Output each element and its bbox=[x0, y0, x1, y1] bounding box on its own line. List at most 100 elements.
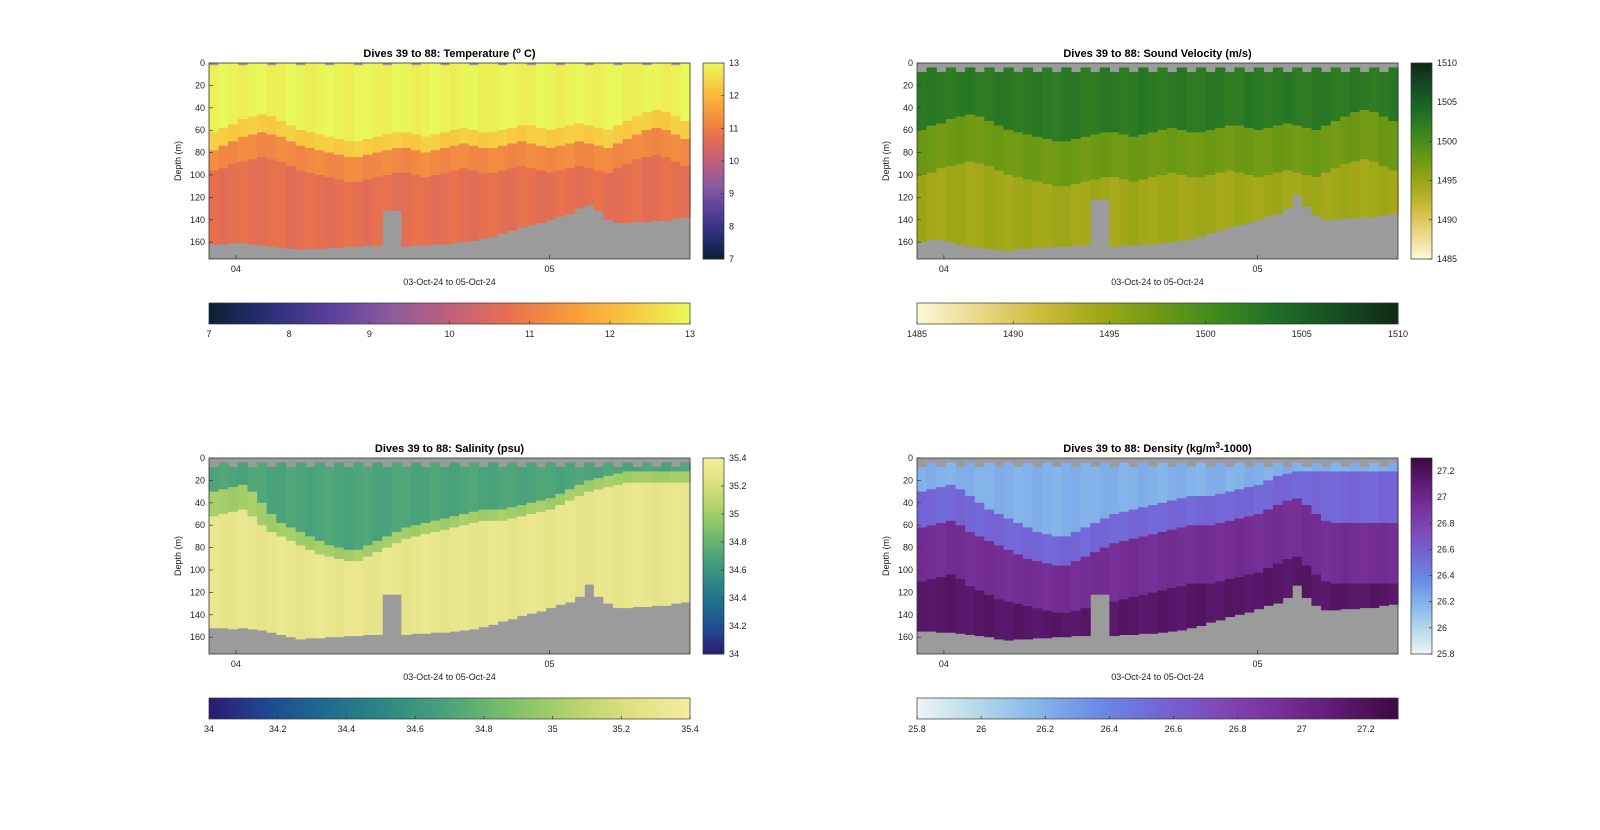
density-hcolorbar-segment bbox=[1101, 698, 1106, 719]
sound_velocity-cell bbox=[974, 163, 985, 248]
density-vcolorbar-segment bbox=[1411, 474, 1432, 479]
temperature-vcolorbar-segment bbox=[703, 200, 724, 204]
sound_velocity-cell bbox=[936, 71, 947, 124]
salinity-hcolorbar-segment bbox=[313, 698, 318, 719]
salinity-cell bbox=[314, 554, 326, 639]
density-cell bbox=[1176, 498, 1187, 528]
sound_velocity-hcolorbar-label: 1500 bbox=[1196, 329, 1216, 339]
temperature-vcolorbar-segment bbox=[703, 174, 724, 178]
temperature-hcolorbar-segment bbox=[389, 303, 394, 324]
salinity-cell bbox=[670, 471, 681, 483]
temperature-cell bbox=[603, 63, 614, 131]
density-hcolorbar-segment bbox=[1369, 698, 1375, 719]
salinity-cell bbox=[555, 505, 566, 605]
temperature-hcolorbar-segment bbox=[493, 303, 499, 324]
salinity-hcolorbar-segment bbox=[461, 698, 467, 719]
temperature-cell bbox=[622, 139, 633, 164]
temperature-cell bbox=[228, 141, 239, 164]
salinity-cell bbox=[468, 462, 479, 512]
density-cell bbox=[1224, 520, 1236, 579]
density-cell bbox=[1167, 466, 1178, 501]
density-cell bbox=[1215, 522, 1226, 582]
sound_velocity-cell bbox=[1003, 130, 1014, 175]
sound_velocity-hcolorbar-segment bbox=[1185, 303, 1191, 324]
salinity-cell bbox=[420, 466, 431, 523]
temperature-cell bbox=[632, 63, 643, 117]
density-vcolorbar-segment bbox=[1411, 503, 1432, 508]
temperature-vcolorbar-segment bbox=[703, 151, 724, 155]
temperature-cell bbox=[439, 172, 451, 245]
salinity-cell bbox=[247, 466, 258, 492]
sound_velocity-cell bbox=[1032, 136, 1043, 182]
salinity-hcolorbar-segment bbox=[653, 698, 659, 719]
temperature-hcolorbar-segment bbox=[641, 303, 647, 324]
density-hcolorbar-segment bbox=[1145, 698, 1150, 719]
salinity-hcolorbar-label: 34.4 bbox=[338, 724, 356, 734]
salinity-hcolorbar-segment bbox=[657, 698, 663, 719]
density-cell bbox=[1378, 471, 1389, 523]
sound_velocity-cell bbox=[1301, 127, 1313, 175]
sound_velocity-hcolorbar-segment bbox=[1057, 303, 1062, 324]
temperature-hcolorbar-segment bbox=[521, 303, 527, 324]
salinity-hcolorbar-segment bbox=[641, 698, 647, 719]
density-cell bbox=[984, 462, 995, 510]
sound_velocity-vcolorbar-segment bbox=[1411, 193, 1432, 198]
temperature-cell bbox=[401, 172, 412, 247]
sound_velocity-hcolorbar-segment bbox=[1313, 303, 1319, 324]
sound_velocity-hcolorbar-segment bbox=[953, 303, 958, 324]
sound_velocity-cell bbox=[965, 67, 976, 115]
sound_velocity-cell bbox=[1186, 132, 1197, 178]
salinity-cell bbox=[468, 522, 479, 630]
density-hcolorbar-segment bbox=[1361, 698, 1367, 719]
salinity-cell bbox=[584, 462, 595, 481]
density-hcolorbar-segment bbox=[1213, 698, 1219, 719]
sound_velocity-cell bbox=[1263, 175, 1274, 217]
sound_velocity-cell bbox=[1369, 67, 1380, 113]
density-vcolorbar-segment bbox=[1411, 595, 1432, 599]
salinity-hcolorbar-segment bbox=[357, 698, 362, 719]
temperature-hcolorbar-segment bbox=[489, 303, 495, 324]
sound_velocity-hcolorbar-segment bbox=[1065, 303, 1070, 324]
sound_velocity-hcolorbar-segment bbox=[1357, 303, 1363, 324]
temperature-cell bbox=[468, 170, 479, 242]
density-cell bbox=[1301, 471, 1313, 506]
salinity-cell bbox=[584, 491, 595, 585]
density-cell bbox=[1042, 610, 1053, 639]
density-cell bbox=[1176, 585, 1187, 631]
density-hcolorbar-segment bbox=[1129, 698, 1134, 719]
density-cell bbox=[1109, 514, 1120, 544]
density-axes-frame bbox=[916, 457, 1399, 655]
temperature-hcolorbar-segment bbox=[469, 303, 475, 324]
density-cell bbox=[1138, 462, 1149, 508]
sound_velocity-hcolorbar-segment bbox=[1113, 303, 1118, 324]
density-ytick-label: 60 bbox=[903, 520, 913, 530]
salinity-hcolorbar-segment bbox=[517, 698, 523, 719]
density-hcolorbar-segment bbox=[1277, 698, 1283, 719]
salinity-cell bbox=[430, 531, 441, 633]
temperature-ytick-label: 20 bbox=[195, 80, 205, 90]
sound_velocity-hcolorbar-label: 1510 bbox=[1388, 329, 1408, 339]
temperature-panel: Dives 39 to 88: Temperature (o C)0204060… bbox=[173, 46, 739, 339]
temperature-hcolorbar-segment bbox=[685, 303, 691, 324]
sound_velocity-hcolorbar-segment bbox=[1353, 303, 1359, 324]
temperature-ytick-label: 160 bbox=[190, 237, 205, 247]
temperature-hcolorbar-segment bbox=[325, 303, 330, 324]
temperature-hcolorbar-segment bbox=[613, 303, 619, 324]
salinity-hcolorbar-segment bbox=[337, 698, 342, 719]
sound_velocity-hcolorbar-segment bbox=[933, 303, 938, 324]
temperature-hcolorbar-segment bbox=[293, 303, 298, 324]
density-cell bbox=[1061, 612, 1072, 638]
sound_velocity-hcolorbar-segment bbox=[1205, 303, 1211, 324]
sound_velocity-hcolorbar-segment bbox=[1245, 303, 1251, 324]
sound_velocity-vcolorbar-segment bbox=[1411, 203, 1432, 208]
sound_velocity-vcolorbar-segment bbox=[1411, 190, 1432, 195]
temperature-vcolorbar-segment bbox=[703, 196, 724, 201]
salinity-panel: Dives 39 to 88: Salinity (psu)0204060801… bbox=[173, 443, 747, 734]
density-hcolorbar-segment bbox=[1105, 698, 1110, 719]
salinity-cell bbox=[372, 462, 383, 541]
sound_velocity-vcolorbar-segment bbox=[1411, 147, 1432, 152]
sound_velocity-hcolorbar-segment bbox=[1077, 303, 1082, 324]
density-vcolorbar-segment bbox=[1411, 480, 1432, 485]
density-vcolorbar-label: 27.2 bbox=[1437, 466, 1455, 476]
density-cell bbox=[1272, 505, 1284, 564]
